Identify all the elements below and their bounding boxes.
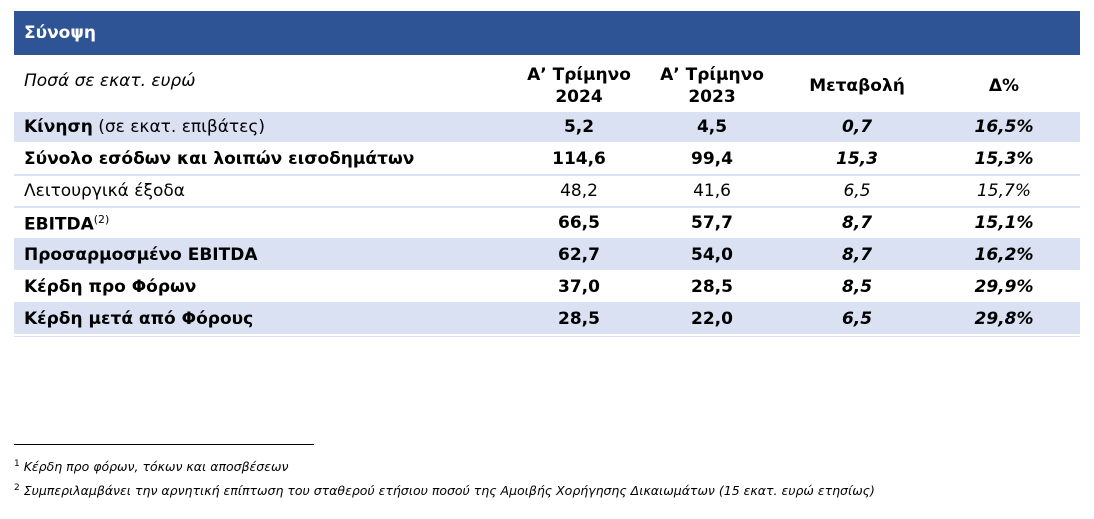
footnote-number: 1 (14, 459, 20, 469)
header-q1-2023-year: 2023 (688, 87, 736, 107)
header-q1-2023: Α’ Τρίμηνο 2023 (647, 64, 777, 108)
footnote-number: 2 (14, 483, 20, 493)
cell-change: 6,5 (843, 181, 871, 201)
table-row: Λειτουργικά έξοδα 48,2 41,6 6,5 15,7% (14, 176, 1080, 208)
cell-2024: 37,0 (558, 277, 600, 297)
row-label-bold: Κέρδη προ Φόρων (24, 277, 197, 297)
cell-2024: 66,5 (558, 213, 600, 233)
cell-2023: 22,0 (691, 309, 733, 329)
cell-pct: 15,7% (976, 181, 1031, 201)
row-label-bold: Προσαρμοσμένο EBITDA (24, 245, 258, 265)
row-label: Σύνολο εσόδων και λοιπών εισοδημάτων (24, 149, 414, 169)
cell-pct: 29,9% (974, 277, 1034, 297)
cell-2023: 4,5 (696, 117, 728, 137)
row-label-bold: Κέρδη μετά από Φόρους (24, 309, 254, 329)
cell-pct: 16,5% (974, 117, 1034, 137)
footnote-divider (14, 444, 314, 445)
table-row: Κίνηση (σε εκατ. επιβάτες) 5,2 4,5 0,7 1… (14, 112, 1080, 144)
cell-2024: 114,6 (552, 149, 606, 169)
cell-2024: 28,5 (558, 309, 600, 329)
table-row: Κέρδη μετά από Φόρους 28,5 22,0 6,5 29,8… (14, 304, 1080, 336)
table-row: Σύνολο εσόδων και λοιπών εισοδημάτων 114… (14, 144, 1080, 176)
cell-2024: 48,2 (560, 181, 598, 201)
table-body: Κίνηση (σε εκατ. επιβάτες) 5,2 4,5 0,7 1… (14, 112, 1080, 336)
cell-2023: 57,7 (691, 213, 733, 233)
header-q1-2024-year: 2024 (555, 87, 603, 107)
footnote-1: 1 Κέρδη προ φόρων, τόκων και αποσβέσεων (14, 459, 288, 474)
row-label: Προσαρμοσμένο EBITDA (24, 245, 258, 265)
cell-pct: 15,1% (974, 213, 1034, 233)
table-row: Προσαρμοσμένο EBITDA 62,7 54,0 8,7 16,2% (14, 240, 1080, 272)
footnote-2: 2 Συμπεριλαμβάνει την αρνητική επίπτωση … (14, 483, 875, 498)
cell-2023: 41,6 (693, 181, 731, 201)
header-change: Μεταβολή (809, 76, 905, 96)
cell-pct: 15,3% (974, 149, 1034, 169)
footnote-text: Κέρδη προ φόρων, τόκων και αποσβέσεων (23, 459, 289, 475)
cell-change: 8,7 (841, 213, 873, 233)
cell-2023: 54,0 (691, 245, 733, 265)
row-label-bold: Κίνηση (24, 117, 93, 137)
footnote-ref: (2) (93, 213, 110, 226)
cell-change: 0,7 (841, 117, 873, 137)
header-pct: Δ% (988, 76, 1020, 96)
cell-change: 15,3 (836, 149, 878, 169)
cell-2023: 28,5 (691, 277, 733, 297)
header-q1-2024: Α’ Τρίμηνο 2024 (514, 64, 644, 108)
table-row: EBITDA(2) 66,5 57,7 8,7 15,1% (14, 208, 1080, 240)
table-header: Ποσά σε εκατ. ευρώ Α’ Τρίμηνο 2024 Α’ Τρ… (14, 55, 1080, 112)
row-label-bold: Σύνολο εσόδων και λοιπών εισοδημάτων (24, 149, 415, 169)
cell-change: 8,7 (841, 245, 873, 265)
cell-change: 8,5 (841, 277, 873, 297)
row-label: Κίνηση (σε εκατ. επιβάτες) (24, 117, 265, 137)
footnote-text: Συμπεριλαμβάνει την αρνητική επίπτωση το… (23, 483, 875, 499)
table-bottom-rule (14, 336, 1080, 337)
row-label: Λειτουργικά έξοδα (24, 181, 185, 201)
cell-pct: 29,8% (974, 309, 1034, 329)
row-label: Κέρδη μετά από Φόρους (24, 309, 253, 329)
header-q1-2024-label: Α’ Τρίμηνο (527, 65, 631, 85)
row-label-rest: (σε εκατ. επιβάτες) (92, 117, 265, 137)
header-q1-2023-label: Α’ Τρίμηνο (660, 65, 764, 85)
cell-2024: 62,7 (558, 245, 600, 265)
table-title: Σύνοψη (14, 11, 1080, 55)
table-row: Κέρδη προ Φόρων 37,0 28,5 8,5 29,9% (14, 272, 1080, 304)
row-label: EBITDA(2) (24, 213, 109, 235)
cell-pct: 16,2% (974, 245, 1034, 265)
cell-change: 6,5 (841, 309, 873, 329)
row-label-rest: Λειτουργικά έξοδα (24, 181, 185, 201)
row-label-bold: EBITDA (24, 214, 94, 235)
cell-2024: 5,2 (563, 117, 595, 137)
unit-note: Ποσά σε εκατ. ευρώ (24, 71, 196, 91)
row-label: Κέρδη προ Φόρων (24, 277, 196, 297)
cell-2023: 99,4 (691, 149, 733, 169)
